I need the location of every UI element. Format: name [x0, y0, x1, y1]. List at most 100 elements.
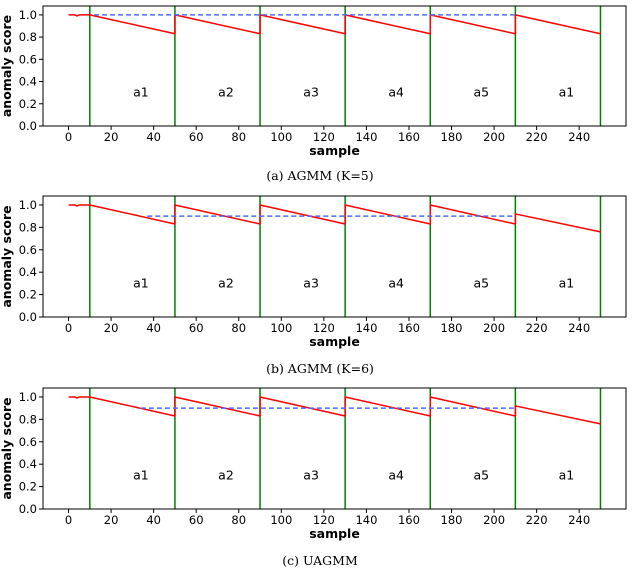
- y-tick-label: 0.2: [19, 288, 37, 302]
- y-tick: 0.6: [19, 243, 43, 257]
- y-tick-label: 0.8: [19, 220, 37, 234]
- x-tick: 160: [398, 509, 420, 527]
- x-tick-label: 20: [104, 321, 119, 335]
- y-tick-label: 0.4: [19, 457, 37, 471]
- segment-label: a2: [218, 275, 234, 290]
- y-tick-label: 1.0: [19, 390, 37, 404]
- x-tick: 220: [526, 126, 548, 144]
- axes-frame: [42, 195, 627, 318]
- x-tick-label: 20: [104, 130, 119, 144]
- y-tick: 0.4: [19, 75, 43, 89]
- x-tick: 0: [65, 509, 72, 527]
- segment-label: a4: [388, 85, 404, 100]
- x-tick: 200: [483, 509, 505, 527]
- x-tick-label: 160: [398, 130, 420, 144]
- x-tick: 60: [189, 509, 204, 527]
- x-tick-label: 20: [104, 513, 119, 527]
- y-tick-label: 0.0: [19, 310, 37, 324]
- x-tick: 120: [313, 126, 335, 144]
- x-tick-label: 220: [526, 513, 548, 527]
- x-axis-label: sample: [309, 526, 360, 541]
- y-tick: 0.0: [19, 119, 43, 133]
- x-axis-label: sample: [309, 334, 360, 349]
- x-tick-label: 240: [568, 130, 590, 144]
- x-tick: 220: [526, 509, 548, 527]
- x-tick: 20: [104, 317, 119, 335]
- y-tick: 1.0: [19, 390, 43, 404]
- x-tick: 180: [441, 317, 463, 335]
- y-tick: 0.6: [19, 52, 43, 66]
- y-tick-label: 0.6: [19, 243, 37, 257]
- x-tick-label: 120: [313, 513, 335, 527]
- x-tick-label: 160: [398, 321, 420, 335]
- y-tick-label: 0.4: [19, 75, 37, 89]
- x-tick: 100: [270, 509, 292, 527]
- x-tick: 100: [270, 126, 292, 144]
- x-tick: 120: [313, 317, 335, 335]
- y-tick: 0.0: [19, 310, 43, 324]
- x-tick-label: 180: [441, 513, 463, 527]
- y-tick: 0.4: [19, 265, 43, 279]
- segment-label: a5: [474, 275, 490, 290]
- y-tick-label: 0.0: [19, 502, 37, 516]
- anomaly-score-line: [68, 396, 601, 425]
- x-tick: 140: [355, 509, 377, 527]
- x-tick: 140: [355, 126, 377, 144]
- x-tick-label: 100: [270, 321, 292, 335]
- figure-caption: (c) UAGMM: [282, 553, 358, 568]
- x-tick-label: 240: [568, 321, 590, 335]
- axes-frame: [42, 387, 627, 510]
- segment-label: a4: [388, 467, 404, 482]
- x-tick-label: 100: [270, 130, 292, 144]
- segment-label: a3: [303, 275, 319, 290]
- x-tick-label: 160: [398, 513, 420, 527]
- y-tick-label: 0.2: [19, 97, 37, 111]
- segment-label: a5: [474, 467, 490, 482]
- figure-caption: (a) AGMM (K=5): [266, 168, 373, 183]
- x-tick-label: 60: [189, 130, 204, 144]
- segment-label: a1: [133, 275, 149, 290]
- y-tick-label: 0.6: [19, 52, 37, 66]
- x-tick: 60: [189, 126, 204, 144]
- x-tick-label: 200: [483, 321, 505, 335]
- x-tick: 220: [526, 317, 548, 335]
- x-tick-label: 120: [313, 321, 335, 335]
- y-axis-label: anomaly score: [0, 205, 14, 307]
- x-axis-label: sample: [309, 143, 360, 158]
- segment-label: a1: [559, 275, 575, 290]
- segment-label: a2: [218, 85, 234, 100]
- x-tick-label: 60: [189, 513, 204, 527]
- y-tick-label: 0.4: [19, 265, 37, 279]
- x-tick: 160: [398, 126, 420, 144]
- x-tick: 160: [398, 317, 420, 335]
- x-tick: 80: [231, 509, 246, 527]
- y-tick: 0.2: [19, 288, 43, 302]
- y-axis-label: anomaly score: [0, 397, 14, 499]
- y-tick: 0.8: [19, 412, 43, 426]
- y-tick: 0.0: [19, 502, 43, 516]
- x-tick: 40: [146, 126, 161, 144]
- x-tick-label: 0: [65, 513, 72, 527]
- x-tick: 120: [313, 509, 335, 527]
- x-tick-label: 140: [355, 130, 377, 144]
- x-tick-label: 220: [526, 321, 548, 335]
- x-tick-label: 0: [65, 321, 72, 335]
- x-tick: 140: [355, 317, 377, 335]
- segment-label: a1: [133, 467, 149, 482]
- x-tick: 40: [146, 509, 161, 527]
- x-tick-label: 140: [355, 513, 377, 527]
- x-tick: 20: [104, 509, 119, 527]
- segment-label: a3: [303, 85, 319, 100]
- x-tick: 240: [568, 509, 590, 527]
- segment-label: a1: [559, 467, 575, 482]
- y-tick: 0.2: [19, 480, 43, 494]
- y-tick-label: 1.0: [19, 8, 37, 22]
- x-tick-label: 80: [231, 321, 246, 335]
- x-tick-label: 120: [313, 130, 335, 144]
- chart-panel-1: a1 a2 a3 a4 a5 a1 0 20 40 60 80 100 120 140 160 180 200 2…: [0, 5, 627, 183]
- x-tick: 180: [441, 509, 463, 527]
- x-tick-label: 220: [526, 130, 548, 144]
- y-tick: 1.0: [19, 8, 43, 22]
- x-tick-label: 100: [270, 513, 292, 527]
